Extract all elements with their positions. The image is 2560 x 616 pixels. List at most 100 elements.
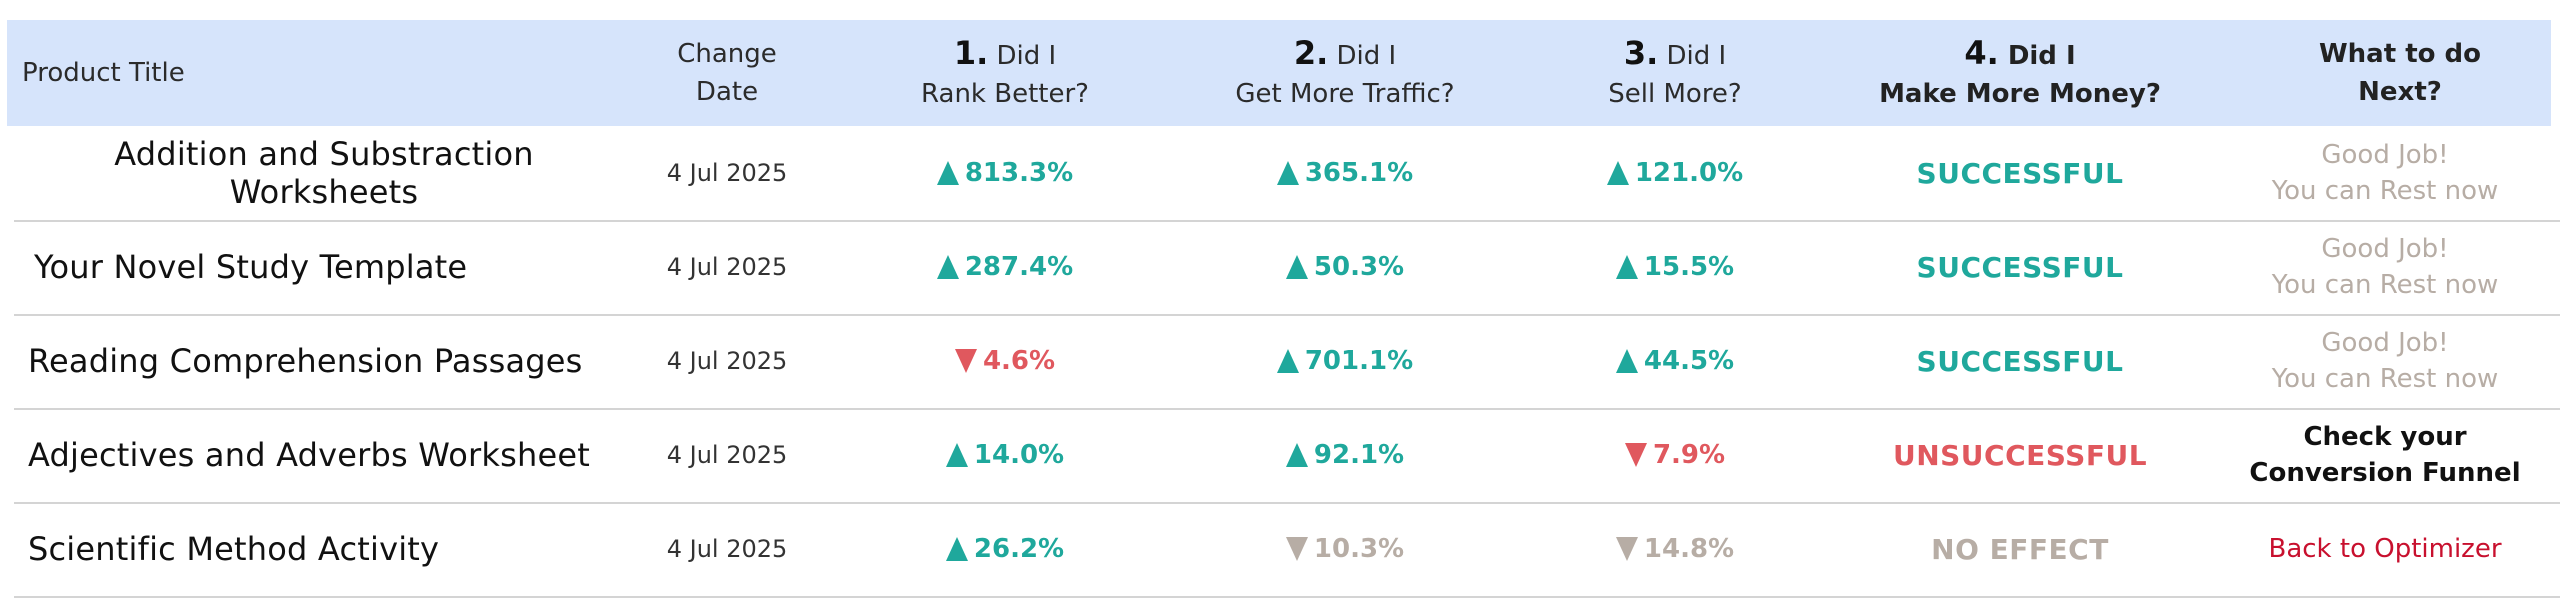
row-divider — [14, 408, 2560, 410]
header-rank-line2: Rank Better? — [921, 78, 1089, 109]
next-step-cell: Good Job! You can Rest now — [2215, 220, 2555, 314]
change-date-cell: 4 Jul 2025 — [666, 347, 788, 375]
header-change-date-line2: Date — [695, 77, 759, 107]
header-sell-more: 3. Did I Sell More? — [1530, 20, 1820, 126]
result-cell: SUCCESSFUL — [1855, 220, 2185, 314]
next-step-text: Back to Optimizer — [2268, 534, 2502, 564]
change-date-cell: 4 Jul 2025 — [666, 159, 788, 187]
next-step-text: Good Job! You can Rest now — [2271, 328, 2499, 394]
header-next-line2: Next? — [2358, 77, 2442, 107]
sell-value: 14.8% — [1643, 534, 1735, 564]
next-step-text: Good Job! You can Rest now — [2271, 140, 2499, 206]
triangle-up-icon — [1276, 161, 1299, 185]
sell-cell: 15.5% — [1530, 220, 1820, 314]
rank-value: 287.4% — [964, 252, 1074, 282]
rank-cell: 4.6% — [860, 314, 1150, 408]
header-change-date: Change Date — [612, 20, 842, 126]
sell-metric: 15.5% — [1615, 252, 1735, 282]
row-divider — [14, 314, 2560, 316]
product-title-cell: Addition and Substraction Worksheets — [114, 135, 534, 211]
change-date-cell: 4 Jul 2025 — [666, 535, 788, 563]
header-traffic-num: 2. — [1293, 33, 1329, 72]
header-product-title: Product Title — [22, 20, 582, 126]
traffic-cell: 92.1% — [1185, 408, 1505, 502]
rank-metric: 14.0% — [945, 440, 1065, 470]
sell-metric: 7.9% — [1624, 440, 1726, 470]
result-label: SUCCESSFUL — [1916, 156, 2124, 190]
rank-metric: 4.6% — [954, 346, 1056, 376]
result-cell: SUCCESSFUL — [1855, 126, 2185, 220]
triangle-up-icon — [1285, 443, 1308, 467]
table-row: Addition and Substraction Worksheets 4 Ju… — [14, 126, 2560, 220]
triangle-down-icon — [1615, 537, 1638, 561]
traffic-cell: 10.3% — [1185, 502, 1505, 596]
sell-value: 44.5% — [1643, 346, 1735, 376]
table-row: Reading Comprehension Passages 4 Jul 2025… — [14, 314, 2560, 408]
header-traffic-line2: Get More Traffic? — [1235, 78, 1455, 109]
triangle-up-icon — [1606, 161, 1629, 185]
next-step-cell: Good Job! You can Rest now — [2215, 314, 2555, 408]
traffic-metric: 701.1% — [1276, 346, 1414, 376]
rank-cell: 813.3% — [860, 126, 1150, 220]
traffic-metric: 92.1% — [1285, 440, 1405, 470]
header-change-date-line1: Change — [677, 39, 777, 69]
traffic-cell: 365.1% — [1185, 126, 1505, 220]
table-row: Your Novel Study Template 4 Jul 2025 287.4… — [14, 220, 2560, 314]
product-title-cell: Adjectives and Adverbs Worksheet — [28, 436, 590, 474]
header-sell-num: 3. — [1623, 33, 1659, 72]
sell-value: 121.0% — [1634, 158, 1744, 188]
header-product-title-label: Product Title — [22, 58, 185, 88]
result-label: UNSUCCESSFUL — [1892, 438, 2148, 472]
traffic-value: 10.3% — [1313, 534, 1405, 564]
rank-value: 14.0% — [973, 440, 1065, 470]
sell-value: 15.5% — [1643, 252, 1735, 282]
change-date-cell: 4 Jul 2025 — [666, 253, 788, 281]
rank-value: 26.2% — [973, 534, 1065, 564]
header-traffic-line1: Did I — [1336, 40, 1397, 71]
header-money-line1: Did I — [2007, 40, 2076, 71]
triangle-down-icon — [1285, 537, 1308, 561]
result-label: SUCCESSFUL — [1916, 250, 2124, 284]
sell-cell: 44.5% — [1530, 314, 1820, 408]
rank-metric: 813.3% — [936, 158, 1074, 188]
table-row: Scientific Method Activity 4 Jul 2025 26.2… — [14, 502, 2560, 596]
rank-cell: 287.4% — [860, 220, 1150, 314]
traffic-value: 50.3% — [1313, 252, 1405, 282]
row-divider — [14, 596, 2560, 598]
traffic-metric: 365.1% — [1276, 158, 1413, 188]
header-rank-better: 1. Did I Rank Better? — [860, 20, 1150, 126]
change-date-cell: 4 Jul 2025 — [666, 441, 788, 469]
header-rank-line1: Did I — [996, 40, 1057, 71]
traffic-metric: 50.3% — [1285, 252, 1405, 282]
sell-cell: 14.8% — [1530, 502, 1820, 596]
sell-value: 7.9% — [1652, 440, 1726, 470]
sell-cell: 7.9% — [1530, 408, 1820, 502]
sell-metric: 44.5% — [1615, 346, 1735, 376]
result-cell: SUCCESSFUL — [1855, 314, 2185, 408]
rank-value: 4.6% — [982, 346, 1056, 376]
next-step-cell: Check your Conversion Funnel — [2215, 408, 2555, 502]
triangle-up-icon — [1285, 255, 1308, 279]
rank-cell: 14.0% — [860, 408, 1150, 502]
next-step-text: Good Job! You can Rest now — [2271, 234, 2499, 300]
sell-metric: 121.0% — [1606, 158, 1744, 188]
traffic-value: 701.1% — [1304, 346, 1414, 376]
rank-metric: 287.4% — [936, 252, 1074, 282]
header-next-line1: What to do — [2318, 39, 2482, 69]
header-what-next: What to do Next? — [2215, 20, 2560, 126]
result-cell: UNSUCCESSFUL — [1855, 408, 2185, 502]
header-more-traffic: 2. Did I Get More Traffic? — [1185, 20, 1505, 126]
traffic-metric: 10.3% — [1285, 534, 1405, 564]
result-cell: NO EFFECT — [1855, 502, 2185, 596]
row-divider — [14, 220, 2560, 222]
triangle-up-icon — [1615, 255, 1638, 279]
table-header — [7, 20, 2551, 126]
table-row: Adjectives and Adverbs Worksheet 4 Jul 20… — [14, 408, 2560, 502]
triangle-up-icon — [1276, 349, 1299, 373]
rank-value: 813.3% — [964, 158, 1074, 188]
header-money-line2: Make More Money? — [1879, 78, 2161, 109]
sell-cell: 121.0% — [1530, 126, 1820, 220]
traffic-value: 92.1% — [1313, 440, 1405, 470]
product-title-cell: Scientific Method Activity — [28, 530, 440, 568]
